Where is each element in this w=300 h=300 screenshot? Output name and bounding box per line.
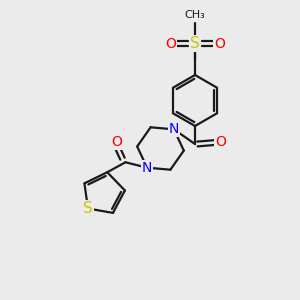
- Text: S: S: [83, 201, 93, 216]
- Text: N: N: [169, 122, 179, 136]
- Text: O: O: [111, 135, 122, 149]
- Text: O: O: [214, 37, 225, 50]
- Text: O: O: [165, 37, 176, 50]
- Text: CH₃: CH₃: [184, 10, 206, 20]
- Text: O: O: [215, 136, 226, 149]
- Text: S: S: [190, 36, 200, 51]
- Text: N: N: [142, 161, 152, 175]
